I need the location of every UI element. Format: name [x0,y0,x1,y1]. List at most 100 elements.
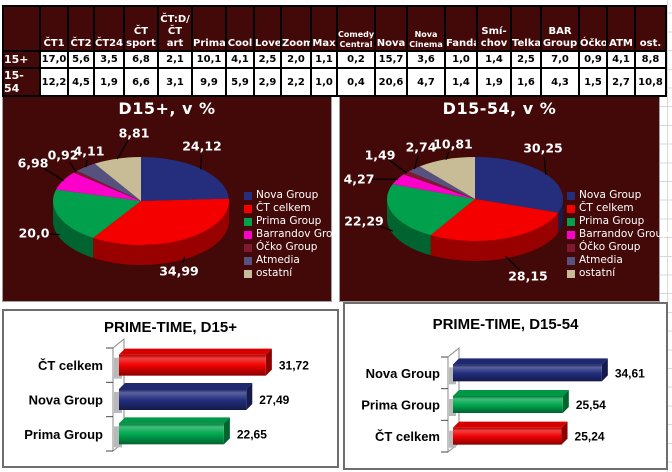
bar-category-label: Nova Group [29,393,103,408]
bar-title-primetime-d15-54: PRIME-TIME, D15-54 [432,316,579,333]
bar-top-face [119,383,253,389]
bar [119,423,224,445]
pie-slice-side [387,199,431,256]
table-data-cell: 0,4 [336,67,376,97]
bar-value-label: 25,54 [576,398,606,412]
table-data-cell: 1,1 [310,50,338,69]
table-header-cell: ost. [634,5,667,52]
pie-leader-line [182,256,186,263]
pie-legend-d15plus: Nova Group ČT celkem Prima Group Barrandov … [244,189,346,280]
pie-leader-line [414,155,419,170]
pie-title-d15-54: D15-54, v % [442,99,557,118]
table-header-cell: Smí-chov [476,5,512,52]
table-data-cell: 1,4 [444,67,478,97]
legend-label: ČT celkem [256,202,311,214]
pie-leader-line [388,159,408,174]
bar-category-label: ČT celkem [375,429,440,444]
table-data-cell: 17,0 [39,50,69,69]
table-data-cell: 1,6 [510,67,542,97]
table-header-cell: Nova [374,5,408,52]
pie-panel-d15-54: D15-54, v % 30,25 28,15 22,29 4,27 1,49 2,74 1… [339,91,669,302]
table-data-cell: 2,0 [280,50,312,69]
pie-slice-ostatn- [419,157,475,199]
pie-slice--t-celkem [430,199,559,241]
bar [119,354,266,376]
bar-end-face [223,417,230,445]
bar-wall-shadow [114,357,122,379]
pie-slice-side [558,199,563,233]
table-data-cell: 2,1 [157,50,193,69]
legend-label: Óčko Group [579,241,641,253]
pie-slice-label: 1,49 [365,148,396,163]
legend-item: ČT celkem [567,202,669,215]
legend-item: Barrandov Group [244,228,346,241]
table-data-cell: 2,9 [253,67,282,97]
bar-top-face [453,358,608,365]
table-data-cell: 4,1 [225,50,255,69]
pie-slice-prima-group [386,184,475,236]
table-header-cell: ČT:D/ČT art [157,5,193,52]
bar-value-label: 27,49 [259,393,289,407]
table-header-cell: Nova Cinema [406,5,446,52]
table-header-cell: Zoom [280,5,312,52]
table-data-cell: 4,1 [606,50,636,69]
legend-label: Nova Group [256,189,319,201]
legend-item: Atmedia [567,254,669,267]
pie-slice-prima-group [53,189,142,238]
legend-swatch [567,230,575,239]
table-data-cell: 3,5 [93,50,125,69]
bar-chart-primetime-d15-54: Nova Group 34,61 Prima Group 25,54 ČT celkem… [361,346,645,454]
bar-end-face [246,383,253,410]
pie-slice-label: 2,74 [406,140,437,155]
table-data-cell: 8,8 [634,50,667,69]
table-data-cell: 6,8 [123,50,159,69]
table-header-cell: ČT1 [39,5,69,52]
bar-title-primetime-d15plus: PRIME-TIME, D15+ [104,319,237,336]
pie-leader-line [543,156,547,175]
bar-value-label: 25,24 [575,430,605,444]
table-data-cell: 2,5 [510,50,542,69]
pie-leader-line [42,166,65,182]
table-header-cell: ATM [606,5,636,52]
pie-slice-side [430,212,559,261]
pie-slice-label: 28,15 [508,269,548,284]
legend-swatch [244,204,252,213]
legend-label: Nova Group [579,189,642,201]
table-data-cell: 1,9 [476,67,512,97]
table-header-cell: ČT2 [67,5,95,52]
legend-item: Prima Group [567,215,669,228]
bar-wall-shadow [114,426,122,448]
table-data-cell: 12,2 [39,67,69,97]
table-header-cell: Love [253,5,282,52]
table-data-cell: 2,5 [253,50,282,69]
table-data-cell: 5,9 [225,67,255,97]
table-data-cell: 1,5 [578,67,608,97]
legend-label: Atmedia [579,254,623,266]
pie-slice--t-celkem [93,198,229,245]
table-row-label: 15-54 [2,67,41,97]
table-data-cell: 4,3 [540,67,580,97]
table-header-cell: ČT24 [93,5,125,52]
bar-top-face [453,421,568,428]
bar-wall-shadow [114,392,122,413]
bar-end-face [562,390,569,413]
table-data-cell: 20,6 [374,67,408,97]
bar-category-label: Nova Group [366,366,440,381]
bar [119,389,247,410]
bar-wall-shadow [449,430,456,448]
pie-slice-barrandov-group [392,174,475,199]
legend-swatch [567,269,575,278]
table-header-cell: Telka [510,5,542,52]
bar-wall-shadow [449,367,456,385]
table-header-cell: Óčko [578,5,608,52]
legend-item: Nova Group [244,189,346,202]
table-data-cell: 0,9 [578,50,608,69]
bar-value-label: 31,72 [279,359,309,373]
legend-item: ostatní [567,267,669,280]
pie-legend-d15-54: Nova Group ČT celkem Prima Group Barrandov … [567,189,669,280]
table-data-cell: 15,7 [374,50,408,69]
table-data-cell: 6,6 [123,67,159,97]
legend-item: Barrandov Group [567,228,669,241]
pie-slice-label: 0,92 [48,148,79,163]
